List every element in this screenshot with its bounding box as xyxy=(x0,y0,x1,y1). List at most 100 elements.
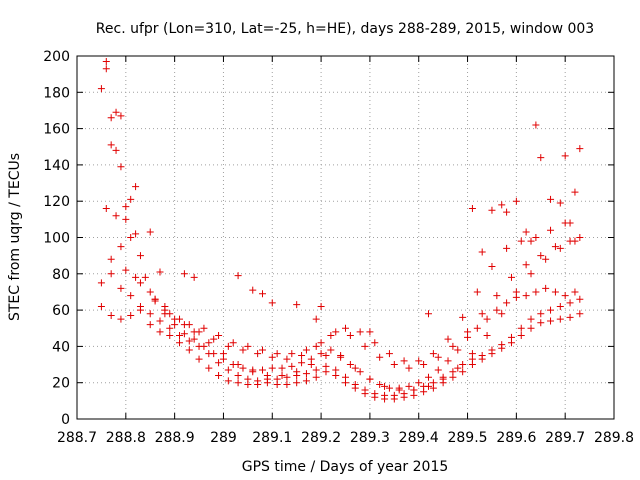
data-point xyxy=(537,154,545,162)
data-point xyxy=(464,328,472,336)
data-point xyxy=(449,368,457,376)
data-point xyxy=(371,390,379,398)
data-point xyxy=(385,384,393,392)
data-point xyxy=(395,386,403,394)
data-point xyxy=(146,228,154,236)
y-tick-label: 140 xyxy=(43,158,70,174)
data-point xyxy=(512,197,520,205)
data-point xyxy=(576,295,584,303)
data-point xyxy=(136,302,144,310)
x-axis-ticks: 288.7 288.8 288.9 289 289.1 289.2 289.3 289.4 28… xyxy=(57,56,634,446)
data-point xyxy=(107,255,115,263)
data-point xyxy=(322,362,330,370)
data-point xyxy=(278,371,286,379)
data-point xyxy=(566,219,574,227)
data-point xyxy=(234,371,242,379)
data-point xyxy=(317,350,325,358)
x-tick-label: 289.8 xyxy=(594,430,634,446)
data-point xyxy=(385,350,393,358)
data-point xyxy=(317,302,325,310)
data-point xyxy=(478,310,486,318)
data-point xyxy=(517,332,525,340)
data-point xyxy=(136,252,144,260)
data-point xyxy=(151,295,159,303)
data-point xyxy=(415,357,423,365)
data-point xyxy=(293,379,301,387)
x-tick-label: 288.8 xyxy=(106,430,146,446)
data-point xyxy=(127,195,135,203)
data-point xyxy=(342,373,349,381)
data-point xyxy=(547,195,555,203)
x-tick-label: 289.3 xyxy=(350,430,390,446)
data-point xyxy=(547,226,555,234)
y-tick-label: 180 xyxy=(43,85,70,101)
data-point xyxy=(459,313,467,321)
x-tick-label: 289.1 xyxy=(252,430,292,446)
data-point xyxy=(483,332,491,340)
data-point xyxy=(146,321,154,329)
data-point xyxy=(278,364,286,372)
data-point xyxy=(219,350,227,358)
data-point xyxy=(337,353,345,361)
data-point xyxy=(507,333,515,341)
data-point xyxy=(117,112,125,120)
data-point xyxy=(527,237,535,245)
data-point xyxy=(161,302,169,310)
data-point xyxy=(307,361,315,369)
data-point xyxy=(117,284,125,292)
data-point xyxy=(332,328,340,336)
data-point xyxy=(561,292,569,300)
data-point xyxy=(166,332,174,340)
data-point xyxy=(566,313,574,321)
data-point xyxy=(493,306,501,314)
x-axis-label: GPS time / Days of year 2015 xyxy=(242,459,449,475)
data-point xyxy=(342,324,349,332)
data-point xyxy=(141,273,149,281)
data-point xyxy=(293,368,301,376)
x-tick-label: 289.2 xyxy=(301,430,341,446)
data-point xyxy=(532,288,540,296)
data-point xyxy=(459,368,467,376)
data-point xyxy=(522,228,530,236)
data-point xyxy=(454,346,462,354)
data-point xyxy=(273,375,281,383)
data-point xyxy=(356,328,364,336)
data-point xyxy=(346,332,354,340)
data-point xyxy=(454,364,462,372)
data-point xyxy=(268,364,276,372)
x-tick-label: 288.7 xyxy=(57,430,97,446)
data-point xyxy=(527,324,535,332)
data-point xyxy=(107,312,115,320)
data-point xyxy=(180,321,188,329)
data-point xyxy=(190,335,198,343)
data-point xyxy=(542,284,550,292)
data-point xyxy=(224,366,232,374)
data-point xyxy=(312,366,320,374)
data-point xyxy=(473,288,481,296)
data-point xyxy=(215,359,223,367)
data-point xyxy=(107,114,115,122)
data-point xyxy=(176,332,184,340)
plot-frame xyxy=(76,55,615,420)
data-point xyxy=(532,234,540,241)
data-point xyxy=(317,339,325,347)
data-point xyxy=(522,292,530,300)
data-point xyxy=(312,373,320,381)
data-point xyxy=(542,255,550,263)
data-point xyxy=(356,368,364,376)
data-point xyxy=(381,391,389,399)
data-point xyxy=(166,324,174,332)
data-point xyxy=(273,350,281,358)
x-tick-label: 289.7 xyxy=(545,430,585,446)
data-point xyxy=(571,288,579,296)
data-point xyxy=(185,337,193,345)
data-point xyxy=(551,288,559,296)
data-point xyxy=(512,288,520,296)
data-point xyxy=(263,371,271,379)
data-point xyxy=(434,353,442,361)
data-point xyxy=(312,342,320,350)
data-point xyxy=(293,301,301,309)
data-point xyxy=(234,361,242,369)
